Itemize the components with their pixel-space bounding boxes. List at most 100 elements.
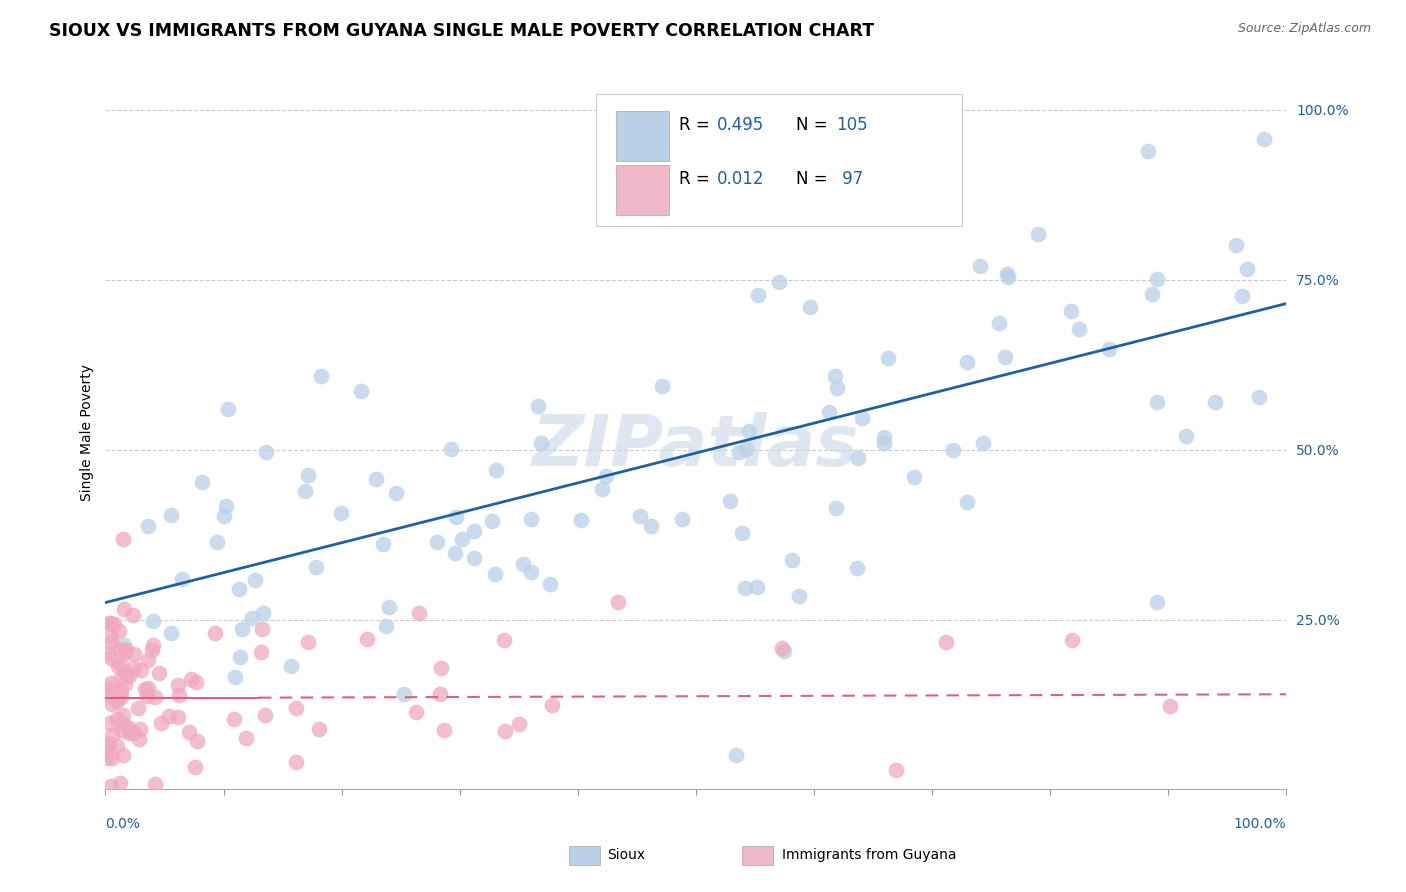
Point [591,482,613,496]
Point [127,700,149,714]
Point [217,401,239,416]
Point [440,442,463,457]
Point [136,681,159,695]
Point [426,534,449,549]
Text: 100.0%: 100.0% [1234,817,1286,830]
Point [305,559,328,574]
Point [1146,395,1168,409]
Point [160,508,183,522]
Point [1159,698,1181,713]
Point [725,747,748,762]
Point [212,508,235,523]
Point [114,666,136,681]
Point [405,705,427,719]
Point [997,270,1019,285]
Point [110,683,132,698]
Point [309,369,332,384]
Text: ZIPatlas: ZIPatlas [533,412,859,482]
Point [97,646,120,660]
Point [1204,395,1226,409]
Point [308,722,330,736]
Text: N =: N = [796,170,828,188]
Point [630,508,652,523]
Point [228,582,250,596]
Point [356,632,378,646]
Point [172,572,194,586]
Point [1236,261,1258,276]
Point [112,748,135,763]
Point [150,715,173,730]
Point [1253,132,1275,146]
Point [747,288,769,302]
Point [935,635,957,649]
Text: SIOUX VS IMMIGRANTS FROM GUYANA SINGLE MALE POVERTY CORRELATION CHART: SIOUX VS IMMIGRANTS FROM GUYANA SINGLE M… [49,22,875,40]
Point [1069,321,1091,335]
Point [240,611,263,625]
Point [122,661,145,675]
Point [134,681,156,696]
Point [128,732,150,747]
Point [100,697,122,711]
Point [329,506,352,520]
Point [530,435,553,450]
Point [101,750,124,764]
Point [734,442,756,456]
Point [118,669,141,683]
Point [876,351,898,365]
Point [111,723,134,737]
Point [987,316,1010,330]
Point [252,606,274,620]
Point [105,712,128,726]
Text: 0.0%: 0.0% [105,817,141,830]
Point [731,526,754,541]
Point [250,645,273,659]
Point [166,710,188,724]
Point [98,716,121,731]
Point [1098,343,1121,357]
Point [969,259,991,273]
Point [114,644,136,658]
Point [114,643,136,657]
Point [780,553,803,567]
Point [651,379,673,393]
Y-axis label: Single Male Poverty: Single Male Poverty [80,364,94,501]
Point [1059,304,1081,318]
Point [167,688,190,702]
Point [873,436,896,450]
Point [256,444,278,458]
Point [430,661,453,675]
Point [191,475,214,489]
Point [118,721,141,735]
Point [443,546,465,560]
Point [1174,428,1197,442]
Point [734,581,756,595]
Point [884,764,907,778]
Point [166,678,188,692]
Point [595,468,617,483]
Point [640,519,662,533]
Point [508,717,530,731]
Point [773,644,796,658]
Point [129,663,152,677]
Point [107,641,129,656]
Point [1146,272,1168,286]
Point [111,533,134,547]
Text: Sioux: Sioux [607,848,645,863]
Point [872,430,894,444]
Point [148,665,170,680]
Point [136,653,159,667]
Point [141,643,163,657]
Point [285,756,308,770]
Text: 105: 105 [837,117,868,135]
Point [718,493,741,508]
Point [284,700,307,714]
Point [1026,227,1049,241]
Point [569,513,592,527]
Text: Source: ZipAtlas.com: Source: ZipAtlas.com [1237,22,1371,36]
Point [768,276,790,290]
Point [118,726,141,740]
Point [177,725,200,739]
Point [110,690,132,704]
Point [375,618,398,632]
Point [606,595,628,609]
